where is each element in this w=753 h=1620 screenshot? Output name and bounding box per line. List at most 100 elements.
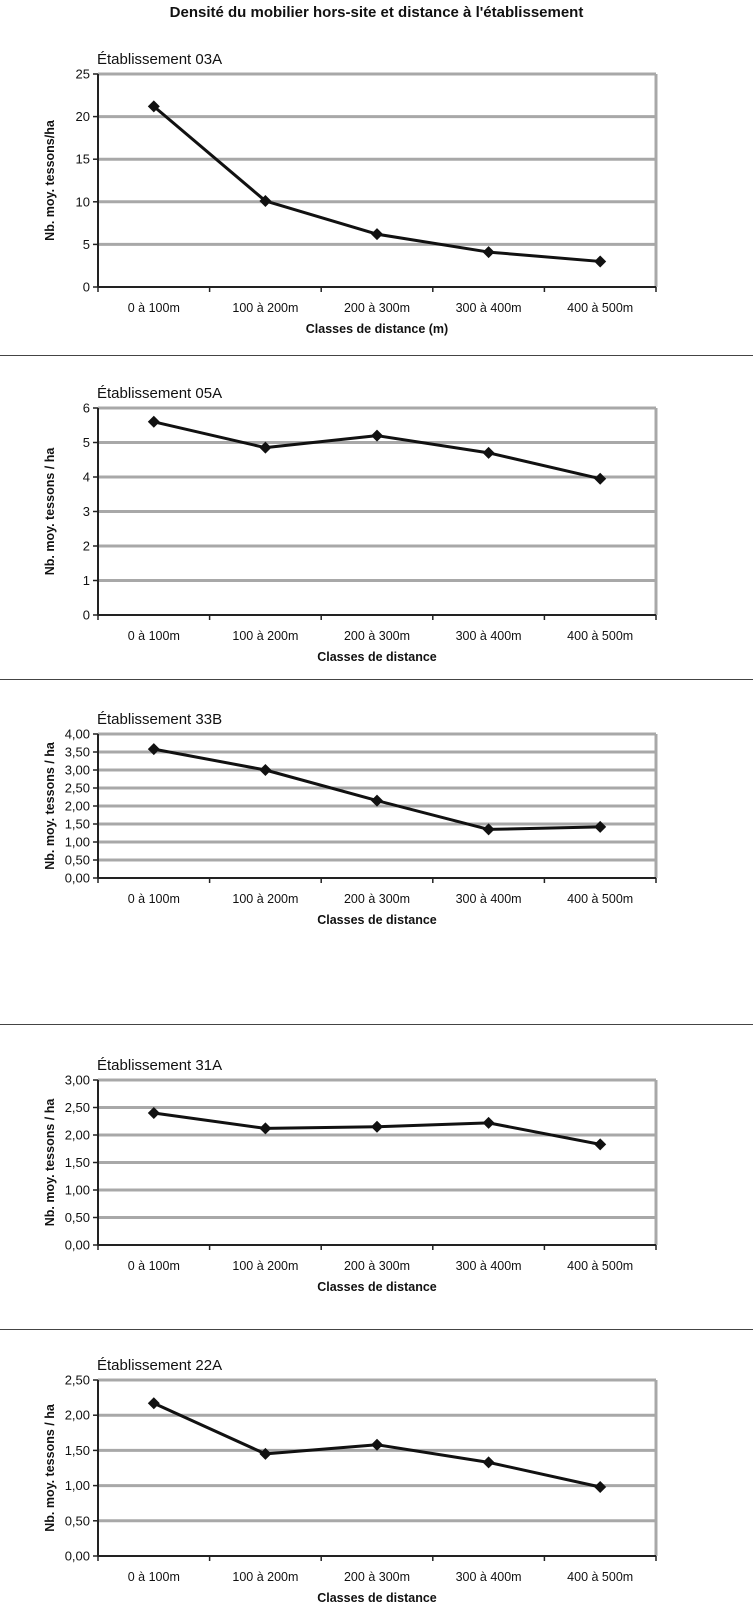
y-tick-label: 1,50 [65, 1443, 90, 1458]
data-point [147, 1397, 160, 1410]
y-tick-label: 2,50 [65, 1373, 90, 1388]
data-point [147, 743, 160, 756]
x-tick-label: 300 à 400m [456, 892, 522, 906]
x-tick-label: 300 à 400m [456, 1259, 522, 1273]
y-tick-label: 25 [76, 67, 90, 82]
x-tick-label: 100 à 200m [232, 1570, 298, 1584]
data-point [482, 1116, 495, 1129]
x-tick-label: 100 à 200m [232, 1259, 298, 1273]
x-tick-label: 300 à 400m [456, 1570, 522, 1584]
x-tick-label: 300 à 400m [456, 629, 522, 643]
x-tick-label: 400 à 500m [567, 1570, 633, 1584]
data-point [259, 194, 272, 207]
y-tick-label: 10 [76, 194, 90, 209]
x-tick-label: 200 à 300m [344, 629, 410, 643]
y-tick-label: 2,00 [65, 1128, 90, 1143]
y-axis-label: Nb. moy. tessons/ha [43, 119, 57, 241]
y-tick-label: 1,50 [65, 1155, 90, 1170]
data-point [594, 472, 607, 485]
panel-separator [0, 355, 753, 356]
data-point [482, 246, 495, 259]
chart-svg: Établissement 33B 0,00 0,50 1,00 1,50 2,00 2,5… [43, 711, 658, 927]
data-point [259, 1447, 272, 1460]
y-axis-label: Nb. moy. tessons / ha [43, 1403, 57, 1532]
y-tick-label: 5 [83, 435, 90, 450]
panel-separator [0, 1024, 753, 1025]
y-tick-label: 0,50 [65, 853, 90, 868]
chart-svg: Établissement 31A 0,00 0,50 1,00 1,50 2,00 2,5… [43, 1057, 658, 1294]
y-tick-label: 1,00 [65, 835, 90, 850]
y-tick-label: 0 [83, 608, 90, 623]
data-point [482, 446, 495, 459]
x-tick-label: 0 à 100m [128, 892, 180, 906]
y-tick-label: 0,50 [65, 1210, 90, 1225]
data-point [259, 764, 272, 776]
chart-title: Établissement 05A [97, 385, 222, 402]
y-tick-label: 0,00 [65, 871, 90, 886]
y-tick-label: 4,00 [65, 727, 90, 742]
chart-title: Établissement 03A [97, 51, 222, 68]
data-point [594, 1481, 607, 1494]
x-axis-label: Classes de distance [317, 1591, 437, 1605]
y-tick-label: 0 [83, 280, 90, 295]
y-tick-label: 3,50 [65, 745, 90, 760]
chart-panel-4: Établissement 31A 0,00 0,50 1,00 1,50 2,00 2,5… [0, 1025, 753, 1294]
y-tick-label: 1,50 [65, 817, 90, 832]
chart-title: Établissement 22A [97, 1357, 222, 1374]
data-point [259, 441, 272, 454]
chart-panel-1: Établissement 03A 0 5 10 15 20 25 0 à 100m 100 à… [0, 44, 753, 344]
y-tick-label: 2,00 [65, 1408, 90, 1423]
data-point [594, 820, 607, 833]
y-tick-label: 1 [83, 573, 90, 588]
y-tick-label: 3 [83, 504, 90, 519]
y-tick-label: 20 [76, 109, 90, 124]
y-axis-label: Nb. moy. tessons / ha [43, 741, 57, 870]
data-point [371, 1120, 383, 1133]
x-tick-label: 0 à 100m [128, 629, 180, 643]
x-tick-label: 300 à 400m [456, 301, 522, 315]
y-tick-label: 15 [76, 152, 90, 167]
x-tick-label: 200 à 300m [344, 301, 410, 315]
x-tick-label: 400 à 500m [567, 301, 633, 315]
x-tick-label: 200 à 300m [344, 1259, 410, 1273]
data-point [371, 429, 383, 442]
y-tick-label: 4 [83, 470, 90, 485]
data-point [147, 1107, 160, 1119]
y-axis-label: Nb. moy. tessons / ha [43, 447, 57, 576]
y-tick-label: 2,50 [65, 781, 90, 796]
x-tick-label: 0 à 100m [128, 1570, 180, 1584]
y-axis-label: Nb. moy. tessons / ha [43, 1098, 57, 1227]
x-tick-label: 400 à 500m [567, 892, 633, 906]
y-tick-label: 0,00 [65, 1549, 90, 1564]
chart-panel-2: Établissement 05A 0 1 2 3 4 5 6 0 à 100m 100 à 20… [0, 370, 753, 670]
x-tick-label: 200 à 300m [344, 892, 410, 906]
y-tick-label: 3,00 [65, 763, 90, 778]
data-point [482, 823, 495, 836]
panel-separator [0, 1329, 753, 1330]
x-axis-label: Classes de distance [317, 650, 437, 664]
chart-panel-5: Établissement 22A 0,00 0,50 1,00 1,50 2,00 2,5… [0, 1330, 753, 1620]
y-tick-label: 2,50 [65, 1100, 90, 1115]
chart-title: Établissement 31A [97, 1057, 222, 1074]
x-axis-label: Classes de distance [317, 913, 437, 927]
data-point [371, 1438, 383, 1451]
data-point [594, 255, 607, 268]
data-point [594, 1138, 607, 1151]
chart-panel-3: Établissement 33B 0,00 0,50 1,00 1,50 2,00 2,5… [0, 690, 753, 927]
data-point [371, 228, 383, 241]
x-tick-label: 200 à 300m [344, 1570, 410, 1584]
y-tick-label: 5 [83, 237, 90, 252]
y-tick-label: 2,00 [65, 799, 90, 814]
x-tick-label: 100 à 200m [232, 892, 298, 906]
figure-title: Densité du mobilier hors-site et distanc… [169, 4, 584, 21]
x-axis-label: Classes de distance (m) [306, 322, 448, 336]
data-point [147, 415, 160, 428]
x-tick-label: 400 à 500m [567, 1259, 633, 1273]
y-tick-label: 1,00 [65, 1183, 90, 1198]
chart-svg: Établissement 22A 0,00 0,50 1,00 1,50 2,00 2,5… [43, 1357, 658, 1605]
y-tick-label: 3,00 [65, 1073, 90, 1088]
x-tick-label: 0 à 100m [128, 301, 180, 315]
chart-svg: Établissement 03A 0 5 10 15 20 25 0 à 100m 100 à… [43, 51, 658, 336]
y-tick-label: 1,00 [65, 1478, 90, 1493]
y-tick-label: 0,00 [65, 1238, 90, 1253]
